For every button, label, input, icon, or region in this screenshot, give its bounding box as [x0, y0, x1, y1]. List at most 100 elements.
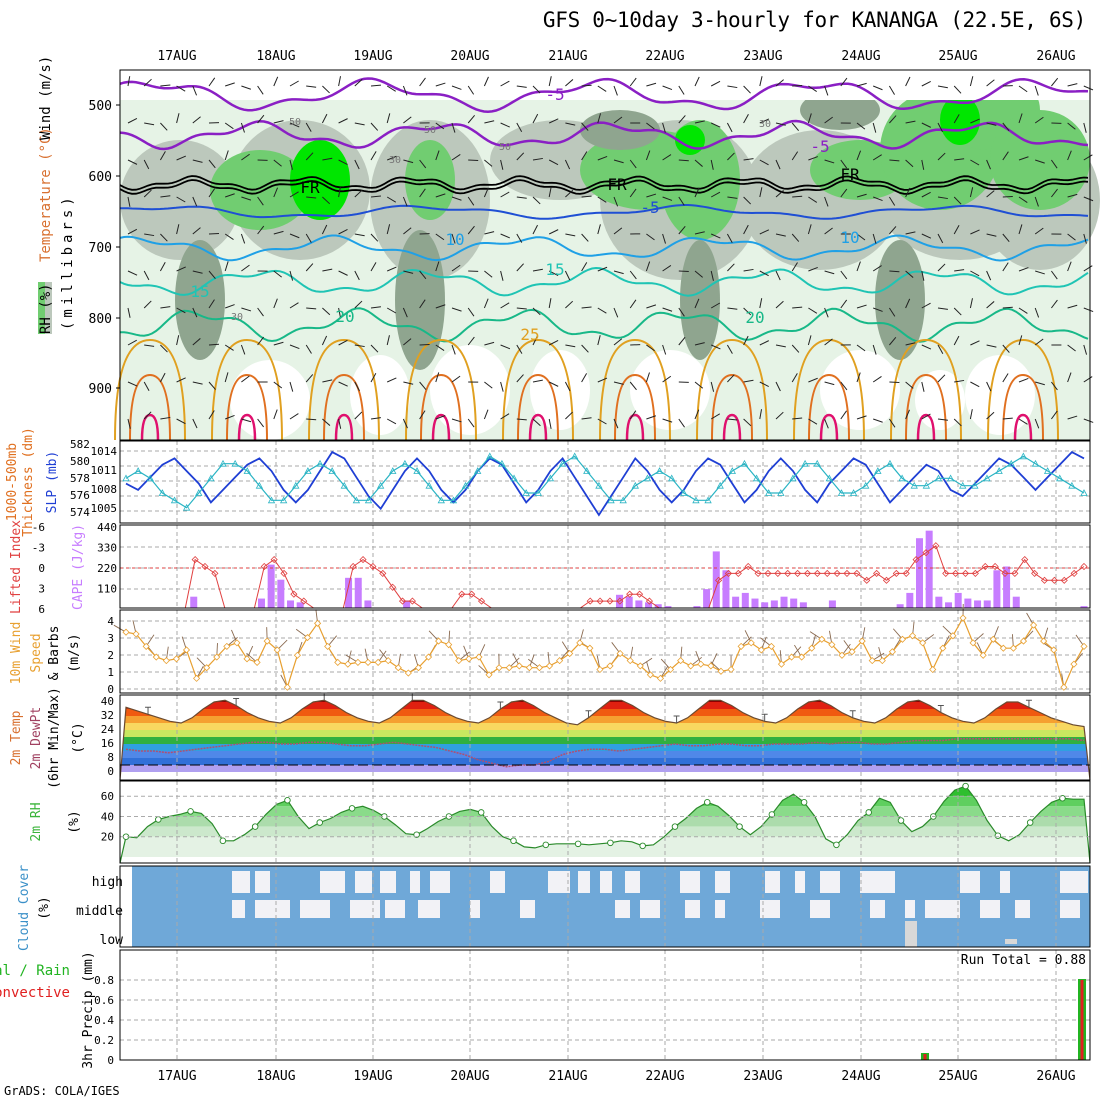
isotherm-25-loop	[211, 338, 283, 441]
wind-barb	[905, 159, 914, 168]
wind-barb	[338, 118, 348, 124]
wind-barb	[921, 81, 931, 87]
wind-marker	[999, 644, 1007, 652]
rh-band	[120, 826, 1090, 837]
wind-barb	[386, 85, 396, 92]
wind-barb	[888, 307, 896, 317]
wind-barb	[808, 377, 818, 383]
precip-tick: 0.8	[94, 974, 114, 987]
wind-barb	[613, 85, 618, 96]
li-marker	[359, 556, 367, 564]
wind-barb	[192, 338, 201, 346]
cloud-mid-block	[232, 900, 245, 918]
thickness-marker	[170, 496, 179, 504]
wind-barb	[483, 409, 489, 420]
li-tick: -3	[32, 542, 45, 555]
cloud-mid-block	[1060, 900, 1080, 918]
wind-marker	[172, 655, 180, 663]
wind-barb	[564, 270, 571, 281]
li-marker	[369, 562, 377, 571]
wind-barb	[192, 196, 198, 207]
contour-label: 50	[424, 125, 436, 136]
wind-barb	[500, 302, 510, 309]
credit-label: GrADS: COLA/IGES	[4, 1084, 120, 1098]
wind-barb	[322, 307, 331, 316]
wind-barb	[597, 266, 608, 272]
wind-marker	[162, 657, 170, 665]
wind-marker	[152, 653, 160, 661]
thickness-marker	[146, 474, 154, 482]
cloud-high-block	[860, 871, 895, 893]
wind-barb	[872, 154, 882, 161]
wind-barb	[516, 418, 527, 421]
thickness-marker	[571, 452, 579, 460]
precip-conv-bar	[1080, 980, 1084, 1060]
wind-barb	[548, 118, 559, 124]
wind-barb	[808, 266, 818, 272]
wind-barb	[1034, 227, 1044, 235]
cloud-mid-block	[350, 900, 380, 918]
wind-marker	[1040, 637, 1048, 645]
wind-barb	[1034, 196, 1039, 207]
rh-marker	[639, 842, 646, 850]
wind-barb	[160, 416, 171, 420]
wind-barb	[306, 307, 317, 310]
wind-marker	[203, 664, 211, 672]
wind-barb	[127, 76, 131, 87]
wind-barb	[775, 411, 784, 420]
cape-bar	[993, 570, 1001, 608]
wind-marker	[556, 657, 564, 665]
thickness-tick: 582	[70, 438, 90, 451]
cloud-low-block	[905, 921, 917, 947]
wind-barb	[905, 342, 916, 346]
rh-marker	[865, 809, 872, 816]
wind-barb	[645, 150, 651, 161]
wind-barb	[597, 196, 607, 203]
wind-barb	[548, 381, 559, 387]
li-marker	[191, 556, 199, 564]
temp-band	[120, 765, 1090, 772]
cape-bar	[790, 598, 798, 608]
thickness-marker	[631, 481, 639, 489]
li-marker	[1080, 562, 1088, 571]
wind-barb	[483, 76, 489, 87]
wind-barb	[824, 418, 829, 429]
contour-label: 30	[759, 119, 771, 130]
thickness-marker	[182, 503, 191, 511]
wind-barb	[581, 344, 589, 353]
wind-barb	[192, 381, 203, 385]
wind-barb	[289, 344, 300, 350]
wind-barb	[208, 232, 220, 235]
li-marker	[408, 597, 416, 605]
wind-barb	[160, 195, 171, 198]
legend-wind: Wind (m/s)	[38, 56, 54, 140]
contour-label: -5	[810, 137, 829, 156]
rh-legend-swatch-2	[45, 282, 52, 334]
wind-marker	[253, 658, 261, 666]
wind-barbs	[127, 76, 1094, 429]
wind-marker	[979, 651, 987, 659]
wind-marker	[374, 658, 382, 666]
rh-shade	[210, 150, 310, 230]
wind-barb	[873, 85, 883, 91]
wind-barb	[727, 263, 735, 272]
thickness-marker	[607, 496, 615, 504]
wind-barb	[872, 233, 877, 244]
wind-barb	[970, 340, 980, 346]
wind-barb	[889, 381, 900, 384]
wind-barb	[370, 306, 381, 309]
wind-marker	[969, 639, 977, 647]
wind-barb	[241, 264, 250, 272]
wind-barb	[597, 307, 607, 314]
wind-barb	[289, 80, 299, 87]
li-marker	[784, 569, 792, 577]
li-marker	[942, 569, 950, 577]
wind-barb	[273, 159, 282, 167]
li-marker	[398, 597, 407, 605]
wind-barb	[824, 116, 833, 124]
wind-marker	[939, 644, 947, 652]
isotherm-25-loop	[599, 338, 671, 441]
isotherm-35-loop	[819, 413, 839, 441]
wind-barb	[808, 418, 818, 425]
contour-label: 10	[445, 230, 464, 249]
